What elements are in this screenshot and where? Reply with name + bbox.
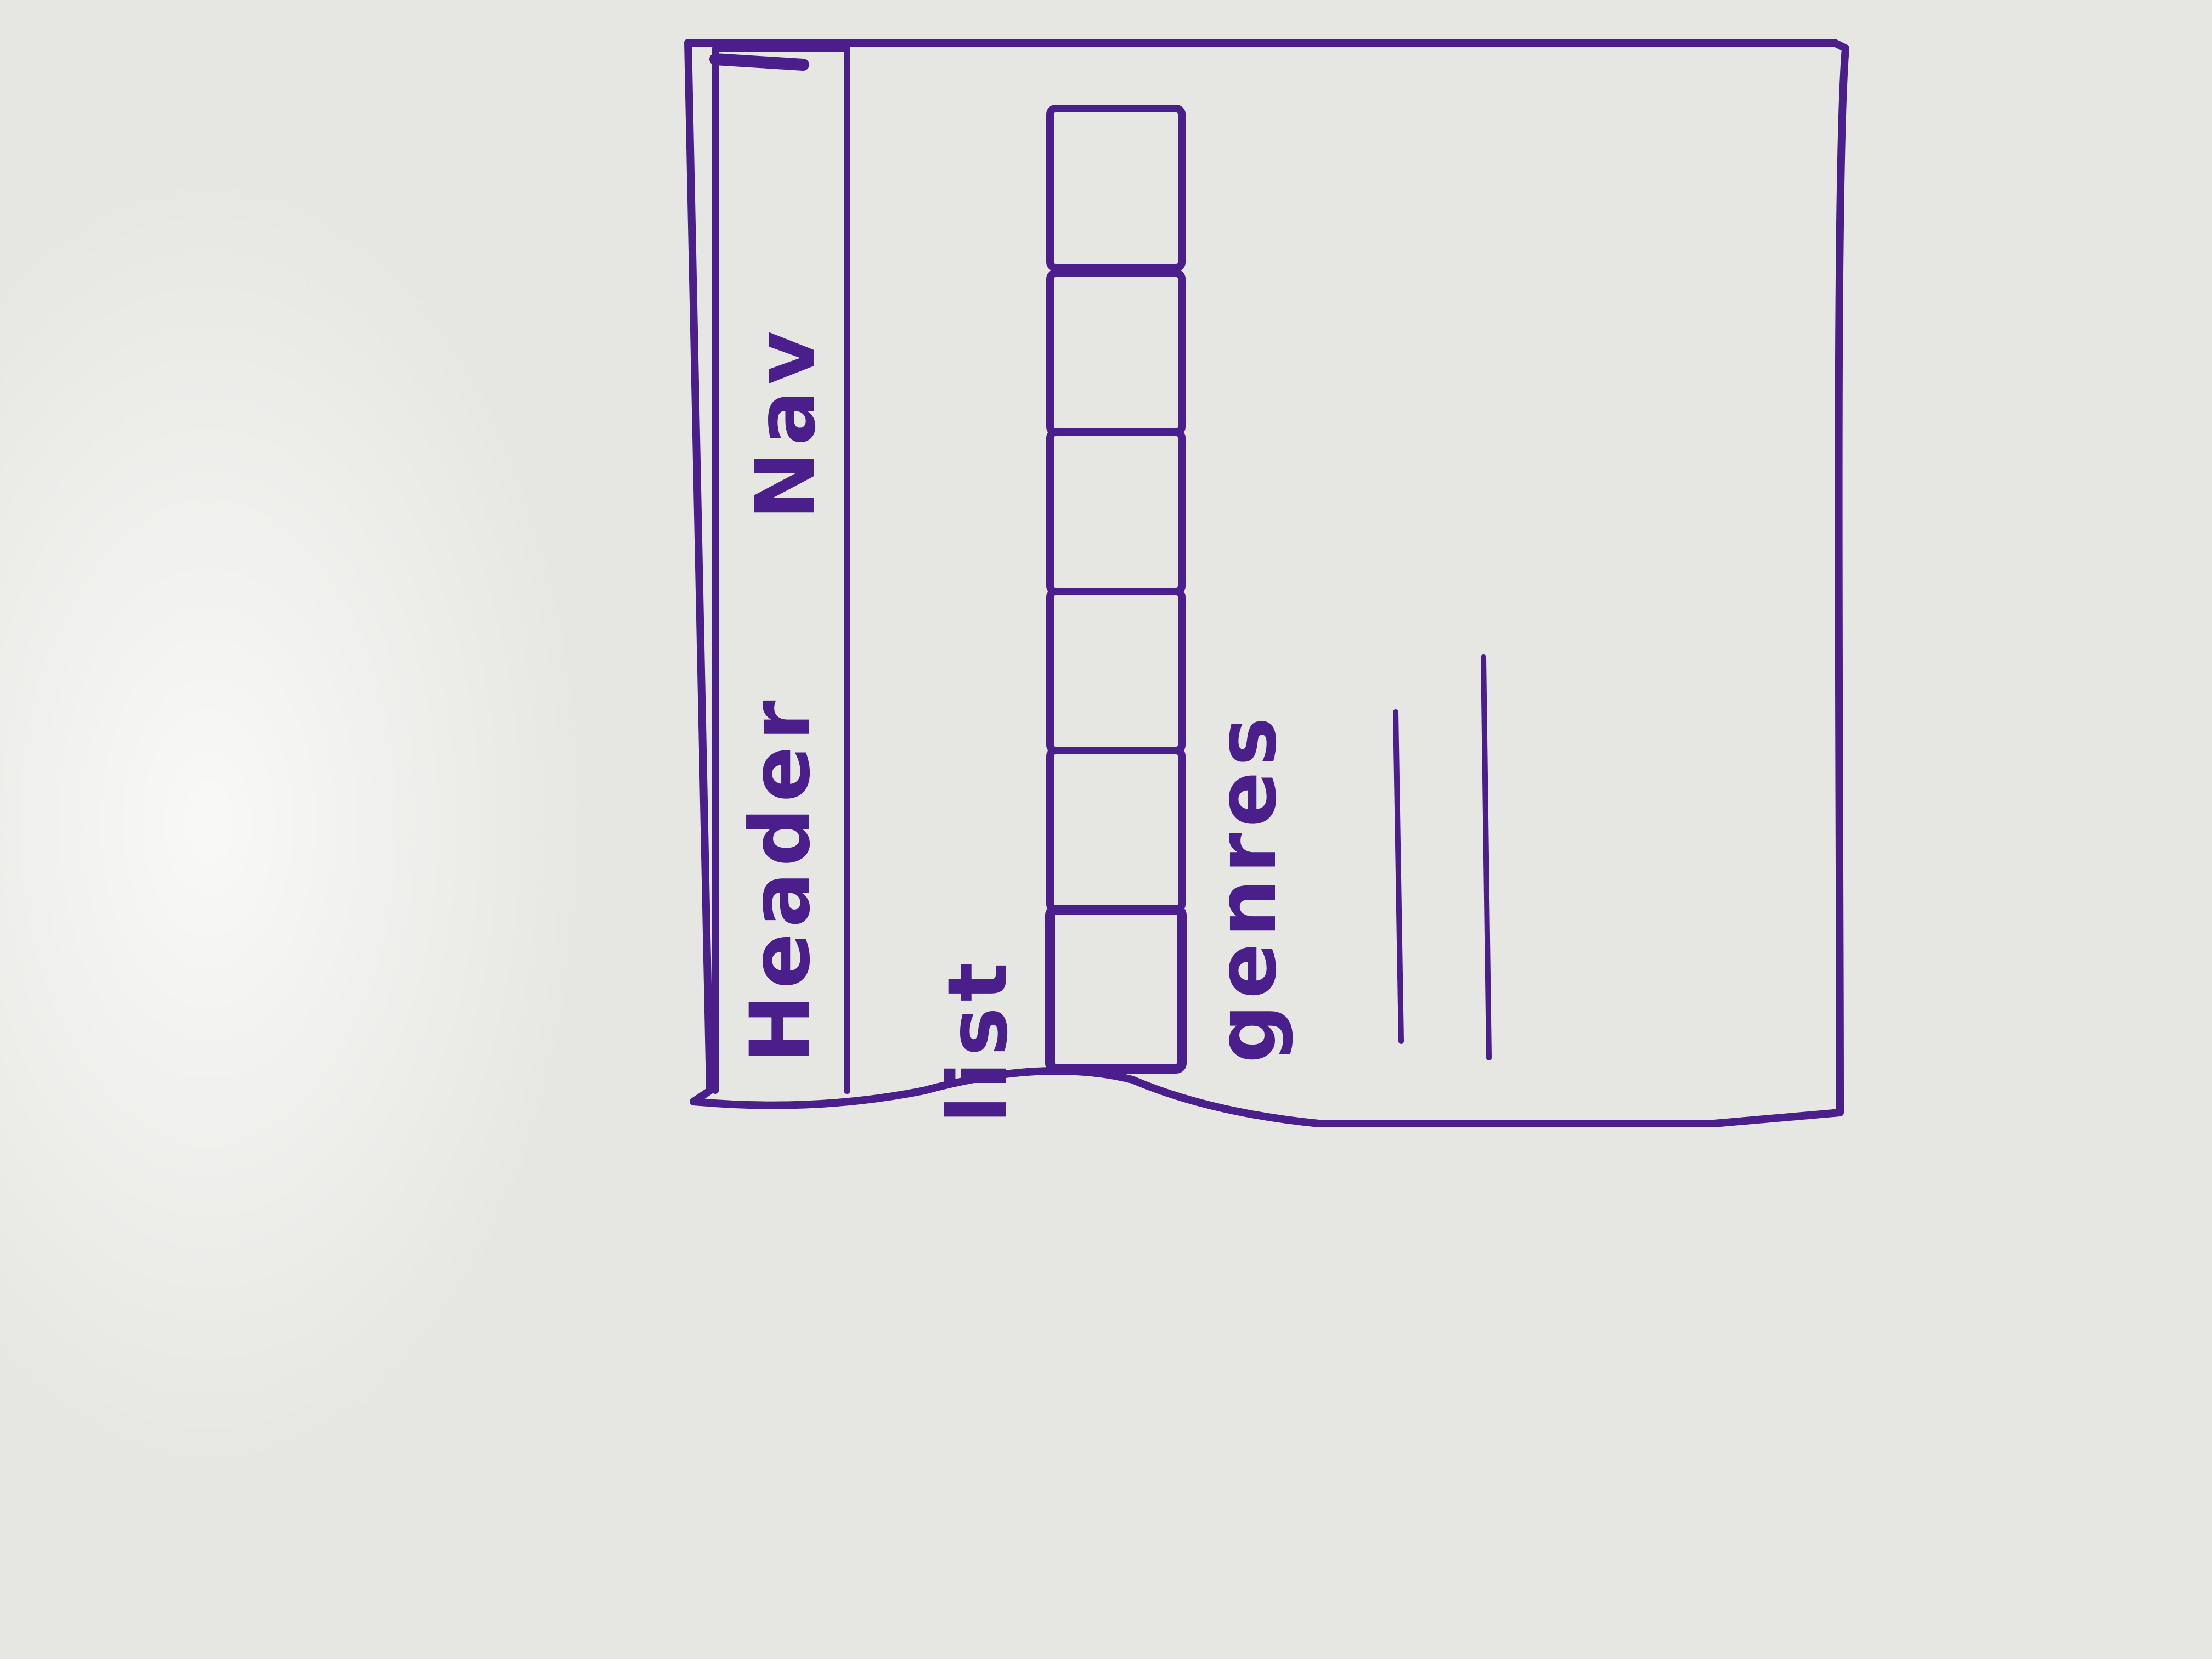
list-item[interactable] [1046, 269, 1186, 436]
nav-label: Nav [738, 325, 834, 520]
genre-line[interactable] [1393, 709, 1404, 1044]
header-corner-mark [709, 53, 809, 71]
wireframe: Header Nav list genres [684, 39, 1849, 1127]
list-item[interactable] [1046, 105, 1186, 272]
header-bar [712, 45, 850, 1094]
genres-list [1393, 654, 1492, 1060]
list-row [1045, 105, 1187, 1074]
list-label: list [930, 957, 1026, 1124]
genres-label: genres [1199, 712, 1295, 1063]
light-glare [0, 165, 592, 1481]
genre-line[interactable] [1481, 654, 1492, 1060]
header-label: Header [733, 695, 828, 1063]
page-frame [684, 39, 1849, 1127]
